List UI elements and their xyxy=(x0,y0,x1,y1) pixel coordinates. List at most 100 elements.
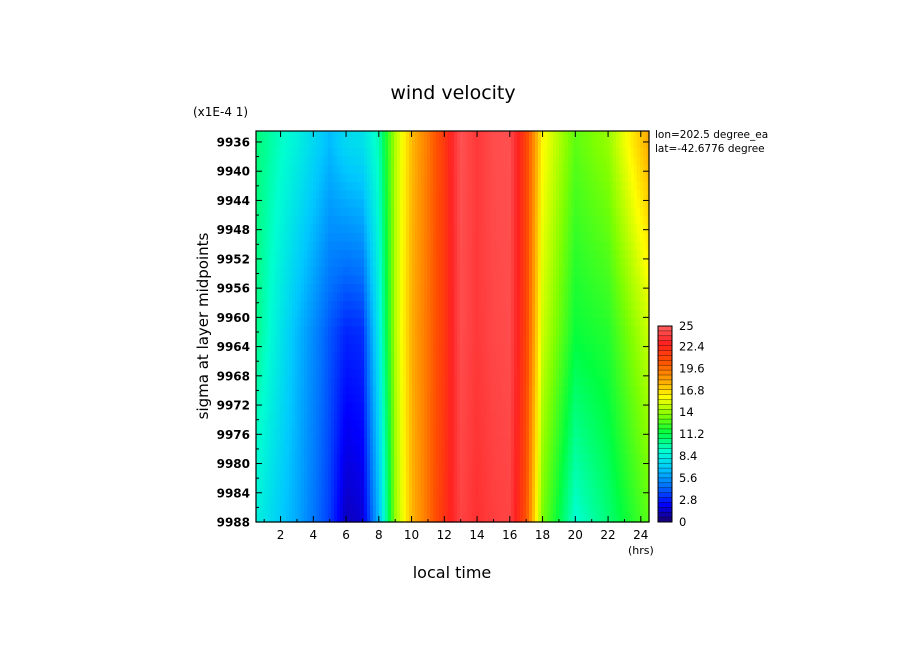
heatmap-cell xyxy=(364,360,368,370)
heatmap-cell xyxy=(646,224,650,234)
heatmap-cell xyxy=(289,233,293,243)
heatmap-cell xyxy=(508,386,512,396)
heatmap-cell xyxy=(421,445,425,455)
heatmap-cell xyxy=(496,207,500,217)
heatmap-cell xyxy=(316,445,320,455)
heatmap-cell xyxy=(355,360,359,370)
heatmap-cell xyxy=(565,428,569,438)
heatmap-cell xyxy=(400,233,404,243)
heatmap-cell xyxy=(487,165,491,175)
heatmap-cell xyxy=(622,360,626,370)
heatmap-cell xyxy=(313,131,317,141)
heatmap-cell xyxy=(325,224,329,234)
heatmap-cell xyxy=(418,301,422,311)
heatmap-cell xyxy=(442,216,446,226)
heatmap-cell xyxy=(367,250,371,260)
heatmap-cell xyxy=(583,403,587,413)
heatmap-cell xyxy=(505,224,509,234)
heatmap-cell xyxy=(439,216,443,226)
heatmap-cell xyxy=(607,284,611,294)
heatmap-cell xyxy=(286,292,290,302)
heatmap-cell xyxy=(637,216,641,226)
heatmap-cell xyxy=(379,207,383,217)
heatmap-cell xyxy=(433,386,437,396)
heatmap-cell xyxy=(553,173,557,183)
heatmap-cell xyxy=(337,445,341,455)
heatmap-cell xyxy=(601,182,605,192)
heatmap-cell xyxy=(376,420,380,430)
heatmap-cell xyxy=(595,216,599,226)
heatmap-cell xyxy=(331,241,335,251)
heatmap-cell xyxy=(361,131,365,141)
heatmap-cell xyxy=(613,411,617,421)
heatmap-cell xyxy=(256,369,260,379)
heatmap-cell xyxy=(544,394,548,404)
heatmap-cell xyxy=(436,156,440,166)
heatmap-cell xyxy=(595,241,599,251)
heatmap-cell xyxy=(544,318,548,328)
heatmap-cell xyxy=(640,165,644,175)
heatmap-cell xyxy=(370,216,374,226)
heatmap-cell xyxy=(271,156,275,166)
heatmap-cell xyxy=(616,437,620,447)
heatmap-cell xyxy=(439,139,443,149)
heatmap-cell xyxy=(502,250,506,260)
heatmap-cell xyxy=(610,275,614,285)
heatmap-cell xyxy=(520,343,524,353)
heatmap-cell xyxy=(388,241,392,251)
heatmap-cell xyxy=(295,360,299,370)
heatmap-cell xyxy=(532,343,536,353)
heatmap-cell xyxy=(403,411,407,421)
heatmap-cell xyxy=(397,199,401,209)
heatmap-cell xyxy=(505,394,509,404)
heatmap-cell xyxy=(451,335,455,345)
heatmap-cell xyxy=(319,241,323,251)
heatmap-cell xyxy=(346,267,350,277)
heatmap-cell xyxy=(598,131,602,141)
heatmap-cell xyxy=(379,139,383,149)
heatmap-cell xyxy=(493,284,497,294)
heatmap-cell xyxy=(589,156,593,166)
heatmap-cell xyxy=(535,148,539,158)
heatmap-cell xyxy=(298,292,302,302)
heatmap-cell xyxy=(259,437,263,447)
heatmap-cell xyxy=(472,394,476,404)
heatmap-cell xyxy=(307,403,311,413)
heatmap-cell xyxy=(295,369,299,379)
heatmap-cell xyxy=(574,190,578,200)
heatmap-cell xyxy=(346,377,350,387)
heatmap-cell xyxy=(601,190,605,200)
heatmap-cell xyxy=(274,420,278,430)
heatmap-cell xyxy=(466,199,470,209)
heatmap-cell xyxy=(298,326,302,336)
heatmap-cell xyxy=(592,250,596,260)
heatmap-cell xyxy=(265,454,269,464)
heatmap-cell xyxy=(541,386,545,396)
heatmap-cell xyxy=(631,326,635,336)
heatmap-cell xyxy=(529,224,533,234)
heatmap-cell xyxy=(388,301,392,311)
heatmap-cell xyxy=(571,250,575,260)
heatmap-cell xyxy=(565,258,569,268)
heatmap-cell xyxy=(604,420,608,430)
heatmap-cell xyxy=(637,199,641,209)
heatmap-cell xyxy=(427,377,431,387)
heatmap-cell xyxy=(361,394,365,404)
heatmap-cell xyxy=(328,428,332,438)
heatmap-cell xyxy=(529,369,533,379)
heatmap-cell xyxy=(472,233,476,243)
heatmap-cell xyxy=(355,403,359,413)
heatmap-cell xyxy=(334,394,338,404)
heatmap-cell xyxy=(637,148,641,158)
heatmap-cell xyxy=(565,360,569,370)
heatmap-cell xyxy=(520,233,524,243)
heatmap-cell xyxy=(262,369,266,379)
heatmap-cell xyxy=(580,318,584,328)
heatmap-cell xyxy=(583,241,587,251)
heatmap-cell xyxy=(343,199,347,209)
heatmap-cell xyxy=(490,437,494,447)
heatmap-cell xyxy=(592,284,596,294)
heatmap-cell xyxy=(430,199,434,209)
heatmap-cell xyxy=(424,165,428,175)
heatmap-cell xyxy=(412,428,416,438)
